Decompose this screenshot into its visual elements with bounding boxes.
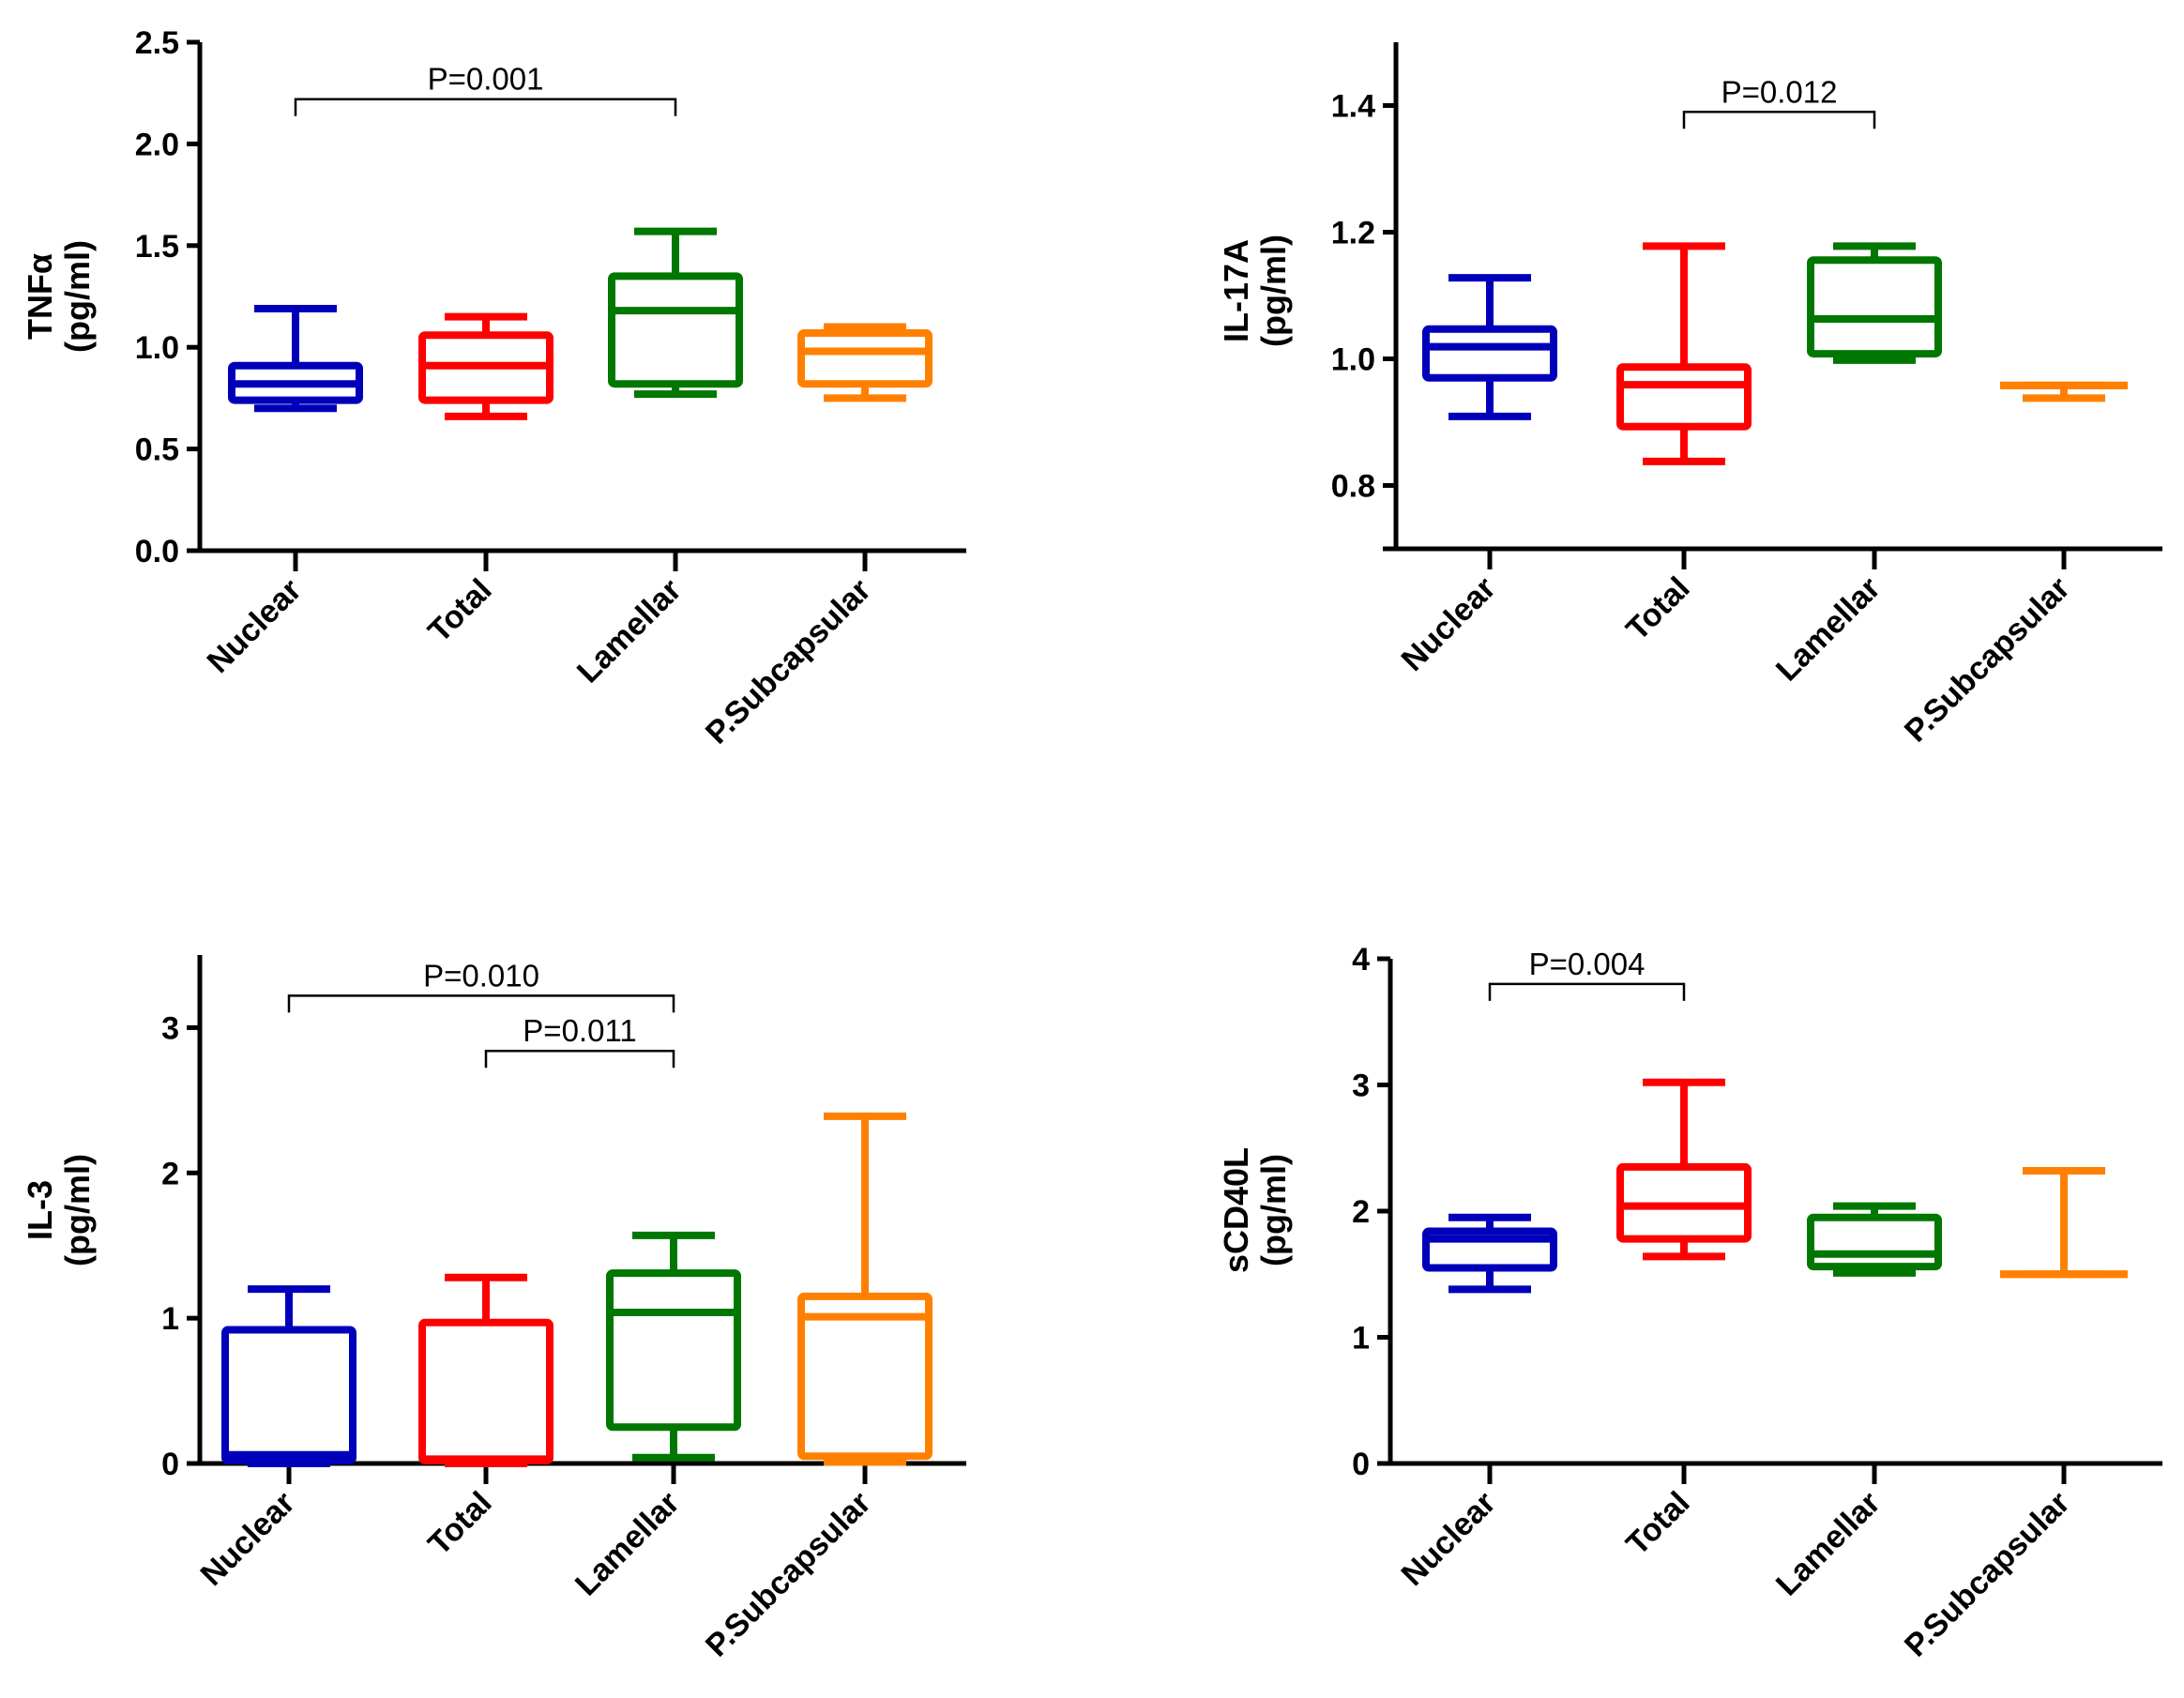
- x-tick-label: Nuclear: [201, 572, 309, 680]
- iqr-box: [1616, 363, 1752, 431]
- iqr-box: [608, 272, 743, 388]
- x-tick-label: Nuclear: [1395, 1485, 1503, 1593]
- x-tick-label: Nuclear: [1395, 570, 1503, 678]
- iqr-box: [221, 1326, 356, 1464]
- box-plot-lamellar: [1807, 1202, 1942, 1277]
- y-axis-title: IL-17A: [1217, 239, 1255, 342]
- y-axis-title: TNFα: [21, 253, 59, 340]
- significance-bracket: [294, 98, 677, 116]
- y-tick-label: 2.0: [135, 127, 179, 162]
- significance-label: P=0.010: [423, 958, 539, 993]
- x-tick-label: Nuclear: [194, 1485, 302, 1593]
- iqr-box: [1807, 256, 1942, 358]
- y-tick-label: 1: [1352, 1321, 1370, 1357]
- panel-scd40l: 0 1 2 3 4 sCD40L (pg/ml) Nuclear Total Lamellar P.…: [1217, 942, 2162, 1664]
- significance-bracket: [1488, 982, 1686, 1001]
- iqr-box: [1422, 1227, 1557, 1272]
- y-tick-label: 2: [161, 1156, 179, 1191]
- box-plot-total: [1616, 242, 1752, 465]
- y-tick-label: 4: [1352, 942, 1370, 978]
- y-axis-units: (pg/ml): [58, 240, 97, 353]
- y-tick-label: 2.5: [135, 25, 179, 61]
- box-plot-total: [1616, 1078, 1752, 1261]
- box-plot-nuclear: [1422, 1213, 1557, 1294]
- x-tick-label: Lamellar: [1769, 570, 1888, 689]
- y-tick-label: 0.5: [135, 432, 179, 468]
- box-plot-total: [418, 312, 554, 420]
- panel-il3: 0 1 2 3 IL-3 (pg/ml) Nuclear Total Lamellar P.Sub…: [21, 955, 966, 1664]
- iqr-box: [797, 329, 933, 388]
- iqr-box: [418, 1318, 554, 1464]
- y-axis-title: sCD40L: [1217, 1147, 1255, 1273]
- y-tick-label: 1.0: [135, 330, 179, 366]
- significance-bracket: [484, 1049, 675, 1069]
- panel-tnfa: 0.0 0.5 1.0 1.5 2.0 2.5 TNFα (pg/ml) Nuclear Tota…: [21, 25, 966, 751]
- y-axis-title: IL-3: [21, 1180, 59, 1240]
- y-tick-label: 1: [161, 1301, 179, 1337]
- y-tick-label: 3: [161, 1010, 179, 1046]
- y-tick-label: 3: [1352, 1069, 1370, 1104]
- x-tick-label: P.Subcapsular: [699, 1485, 878, 1664]
- box-plot-lamellar: [608, 227, 743, 399]
- box-plot-lamellar: [606, 1231, 741, 1462]
- iqr-box: [797, 1292, 933, 1461]
- x-tick-label: Lamellar: [569, 1485, 687, 1603]
- y-tick-label: 2: [1352, 1194, 1370, 1230]
- x-tick-label: Total: [421, 572, 499, 650]
- y-tick-label: 0: [161, 1447, 179, 1482]
- significance-bracket: [1682, 111, 1876, 129]
- x-tick-label: P.Subcapsular: [1898, 570, 2077, 750]
- iqr-box: [606, 1269, 741, 1432]
- y-tick-label: 1.0: [1331, 342, 1375, 378]
- y-tick-label: 0.0: [135, 534, 179, 569]
- y-axis-units: (pg/ml): [1254, 1154, 1293, 1266]
- box-plot-psubcapsular: [797, 1112, 933, 1466]
- box-plot-nuclear: [1422, 274, 1557, 420]
- y-tick-label: 0: [1352, 1447, 1370, 1482]
- significance-label: P=0.012: [1721, 74, 1838, 109]
- x-tick-label: Lamellar: [570, 572, 689, 690]
- box-plot-total: [418, 1273, 554, 1467]
- panel-il17a: 0.8 1.0 1.2 1.4 IL-17A (pg/ml) Nuclear Total Lam…: [1217, 42, 2162, 750]
- y-axis-label: TNFα (pg/ml): [21, 240, 97, 353]
- y-tick-label: 1.5: [135, 229, 179, 265]
- significance-label: P=0.011: [523, 1013, 636, 1048]
- y-tick-label: 0.8: [1331, 469, 1375, 505]
- box-plot-psubcapsular: [797, 323, 933, 402]
- box-plot-psubcapsular: [2000, 381, 2128, 402]
- y-axis-units: (pg/ml): [1254, 235, 1293, 347]
- x-tick-label: P.Subcapsular: [1898, 1485, 2077, 1664]
- y-tick-label: 1.2: [1331, 216, 1375, 251]
- x-tick-label: Total: [1619, 1485, 1697, 1563]
- box-plot-psubcapsular: [2000, 1166, 2128, 1279]
- y-tick-label: 1.4: [1331, 89, 1375, 125]
- significance-label: P=0.004: [1529, 947, 1646, 981]
- y-axis-label: IL-17A (pg/ml): [1217, 235, 1293, 347]
- x-tick-label: Total: [1619, 570, 1697, 648]
- x-tick-label: Lamellar: [1769, 1485, 1888, 1603]
- box-plot-lamellar: [1807, 242, 1942, 364]
- x-tick-label: P.Subcapsular: [699, 572, 878, 751]
- significance-bracket: [287, 994, 675, 1013]
- box-plot-nuclear: [228, 305, 363, 413]
- box-plot-nuclear: [221, 1285, 356, 1467]
- iqr-box: [1807, 1213, 1942, 1271]
- y-axis-label: IL-3 (pg/ml): [21, 1154, 97, 1266]
- y-axis-label: sCD40L (pg/ml): [1217, 1147, 1293, 1273]
- x-tick-label: Total: [421, 1485, 499, 1563]
- iqr-box: [1422, 325, 1557, 382]
- significance-label: P=0.001: [428, 62, 544, 97]
- y-axis-units: (pg/ml): [58, 1154, 97, 1266]
